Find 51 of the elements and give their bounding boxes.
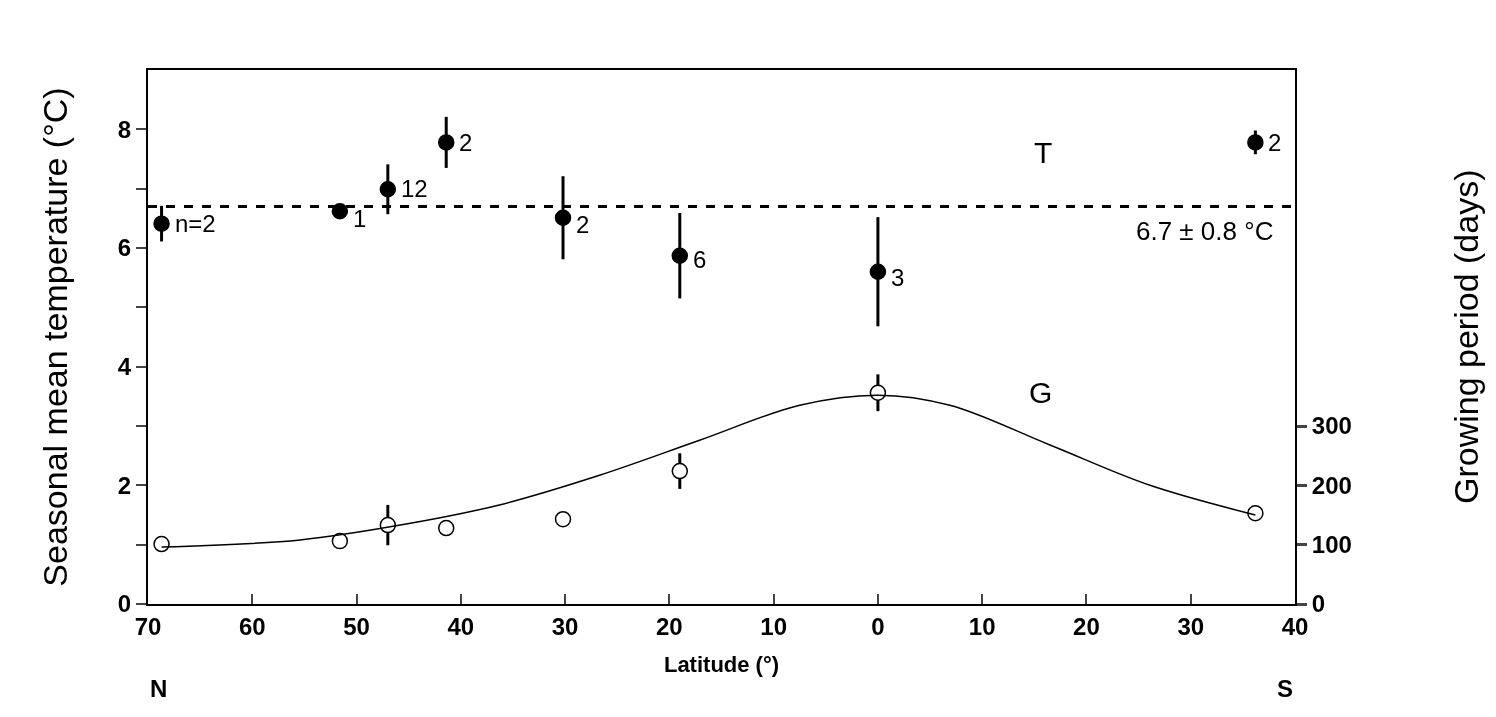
y-tick-label: 4 [117,353,132,381]
x-tick-label: 40 [447,612,475,640]
x-tick-label: 30 [1177,612,1205,640]
annotation: n=2 [175,210,216,237]
y-tick-label: 2 [117,471,132,499]
text: N [150,675,168,702]
text: S [1277,675,1294,702]
y2-axis-title: Growing period (days) [1447,169,1485,504]
y-tick-label: 8 [117,115,132,143]
y2-tick-label: 200 [1311,471,1352,499]
point [1247,134,1264,151]
y-tick-label: 6 [117,234,132,262]
annotation: 2 [576,211,590,238]
x-tick-label: 60 [238,612,266,640]
point [153,535,170,553]
y2-tick-label: 100 [1311,531,1352,559]
x-tick-label: 20 [656,612,683,640]
y-axis-title: Seasonal mean temperature (°C) [35,87,74,587]
point [379,181,397,198]
point [554,209,572,226]
point [671,462,689,480]
annotation: 1 [353,205,367,232]
x-tick-label: 0 [871,612,885,640]
x-tick-label: 70 [134,612,162,640]
point [437,134,455,151]
annotation: 12 [401,175,428,202]
point [331,532,349,550]
y2-tick-label: 300 [1311,412,1352,440]
annotation: 2 [1268,129,1282,156]
x-axis-title: Latitude (°) [663,652,780,678]
y-tick-label: 0 [117,590,132,618]
point [869,263,887,280]
x-tick-label: 40 [1281,612,1309,640]
point [331,202,349,220]
x-tick-label: 10 [968,612,996,640]
annotation: 6 [693,246,707,273]
annotation: G [1029,376,1053,409]
ref-line-label: 6.7 ± 0.8 °C [1136,216,1274,246]
x-tick-label: 20 [1073,612,1100,640]
y2-tick-label: 0 [1311,590,1326,618]
point [1247,504,1264,522]
point [437,519,455,537]
point [554,510,572,528]
point [671,247,689,264]
point [153,215,170,232]
x-tick-label: 30 [551,612,579,640]
x-tick-label: 50 [343,612,370,640]
annotation: T [1034,136,1053,169]
annotation: 2 [459,129,473,156]
x-tick-label: 10 [760,612,787,640]
annotation: 3 [891,264,905,291]
